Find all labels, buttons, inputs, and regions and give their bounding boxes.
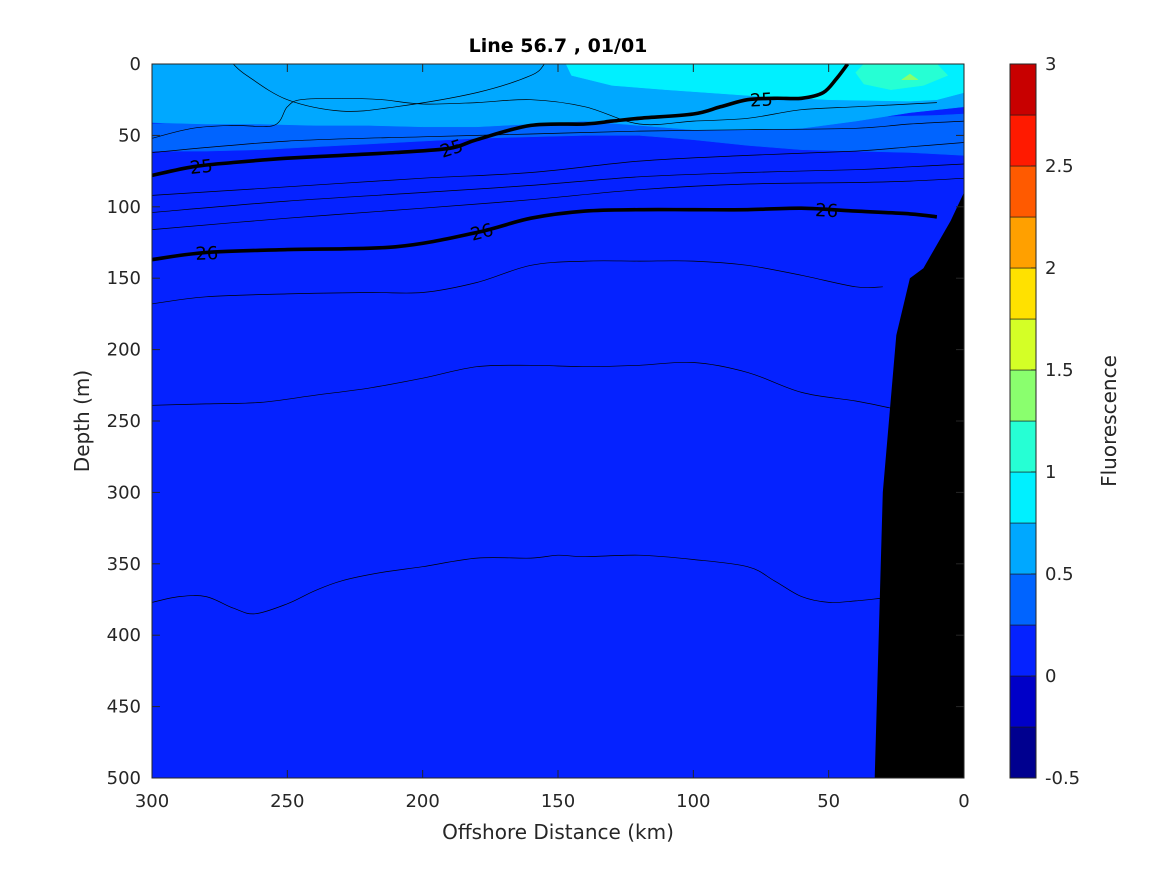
colorbar-level [1009, 165, 1037, 218]
isopycnal-contour [152, 260, 883, 305]
colorbar-tick-label: 1.5 [1045, 360, 1074, 381]
colorbar-tick-label: 0.5 [1045, 564, 1074, 585]
y-axis-label: Depth (m) [70, 370, 94, 472]
colorbar-level [1009, 63, 1037, 116]
isopycnal-contour [152, 97, 937, 139]
x-axis-label: Offshore Distance (km) [442, 820, 674, 844]
x-tick-label: 300 [135, 791, 169, 812]
colorbar-tick-label: 2 [1045, 258, 1056, 279]
colorbar-level [1009, 726, 1037, 779]
colorbar-level [1009, 216, 1037, 269]
colorbar-level [1009, 624, 1037, 677]
x-tick-label: 50 [817, 791, 840, 812]
isopycnal-contour [152, 120, 964, 153]
colorbar-level [1009, 369, 1037, 422]
seafloor-bathymetry [874, 114, 964, 778]
y-tick-label: 0 [130, 54, 141, 75]
bathymetry-layer [874, 114, 964, 778]
colorbar: -0.5 0 0.5 1 1.5 2 2.5 3 [1009, 54, 1080, 789]
colorbar-level [1009, 114, 1037, 167]
colorbar-frame [1009, 63, 1037, 779]
x-tick-label: 200 [405, 791, 439, 812]
colorbar-tick-label: -0.5 [1045, 768, 1080, 789]
isopycnal-label-text: 26 [815, 200, 839, 222]
x-tick-label: 100 [676, 791, 710, 812]
y-tick-label: 250 [107, 411, 141, 432]
y-tick-label: 100 [107, 197, 141, 218]
colorbar-level [1009, 318, 1037, 371]
fluorescence-region [152, 64, 964, 778]
x-tick-label: 250 [270, 791, 304, 812]
colorbar-tick-label: 2.5 [1045, 156, 1074, 177]
colorbar-tick-label: 1 [1045, 462, 1056, 483]
isopycnal-label: 26 [815, 200, 839, 222]
colorbar-level [1009, 675, 1037, 728]
y-tick-label: 400 [107, 625, 141, 646]
fluorescence-fill-layer [152, 64, 964, 778]
fluorescence-region [900, 73, 919, 80]
isopycnal-contour-bold [152, 64, 850, 178]
isopycnal-label: 26 [195, 243, 219, 265]
y-tick-label: 150 [107, 268, 141, 289]
y-tick-label: 200 [107, 340, 141, 361]
colorbar-level [1009, 522, 1037, 575]
colorbar-tick-label: 3 [1045, 54, 1056, 75]
fluorescence-region [855, 64, 949, 90]
isopycnal-label: 25 [749, 89, 773, 111]
colorbar-level [1009, 420, 1037, 473]
isopycnal-label-text: 26 [195, 243, 219, 265]
isopycnal-contour [152, 177, 964, 230]
chart-title: Line 56.7 , 01/01 [469, 35, 648, 57]
x-axis: 300 250 200 150 100 50 0 [135, 64, 970, 812]
colorbar-level [1009, 471, 1037, 524]
y-tick-label: 50 [118, 125, 141, 146]
colorbar-level [1009, 573, 1037, 626]
colorbar-tick-label: 0 [1045, 666, 1056, 687]
y-tick-label: 500 [107, 768, 141, 789]
isopycnal-contour [152, 163, 964, 213]
colorbar-label: Fluorescence [1097, 355, 1121, 487]
isopycnal-contour-bold [152, 206, 938, 262]
x-tick-label: 150 [541, 791, 575, 812]
isopycnal-contour [232, 64, 545, 112]
y-tick-label: 300 [107, 482, 141, 503]
isopycnal-contour [152, 554, 883, 615]
isopycnal-label-text: 25 [749, 89, 773, 111]
y-tick-label: 450 [107, 697, 141, 718]
x-tick-label: 0 [958, 791, 969, 812]
isopycnal-contour [152, 142, 964, 196]
isopycnal-contour [152, 361, 891, 409]
colorbar-level [1009, 267, 1037, 320]
y-axis: 0 50 100 150 200 250 300 350 400 450 500 [107, 54, 964, 789]
isopycnal-contour-layer [152, 64, 964, 615]
isopycnal-label-text: 25 [189, 156, 214, 179]
isopycnal-label: 25 [189, 156, 214, 179]
y-tick-label: 350 [107, 554, 141, 575]
